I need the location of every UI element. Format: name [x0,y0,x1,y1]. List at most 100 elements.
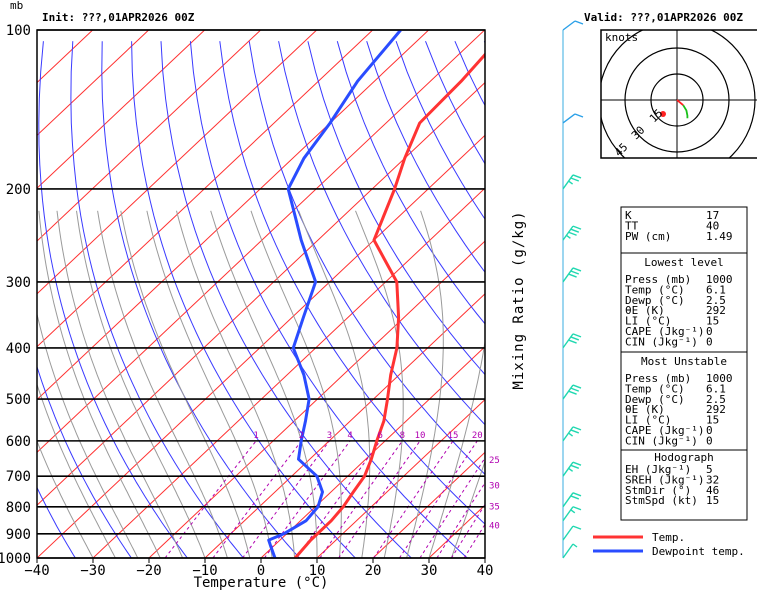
moist-adiabat-line [146,210,273,558]
moist-adiabat-line [37,311,139,558]
mixing-ratio-label: 8 [400,431,405,441]
temperature-tick-label: −30 [80,563,105,579]
mixing-ratio-line [164,440,257,558]
wind-barb-feather [568,390,577,395]
table-row-value: 40 [706,219,719,232]
wind-barb-feather [572,333,582,338]
wind-barb-feather [572,225,582,230]
isotherm-lines [37,30,485,558]
mixing-ratio-label: 6 [378,431,383,441]
dry-adiabat-line [131,41,357,558]
pressure-tick-label: 700 [6,469,31,485]
table-row-label: StmSpd (kt) [625,494,698,507]
isotherm-line [372,451,485,558]
dry-adiabats [37,40,485,558]
wind-barb [562,225,582,241]
table-row-label: SREH (Jkg⁻¹) [625,473,704,486]
isotherm-line [37,134,485,558]
isotherm-line [37,30,150,137]
mixing-ratio-label: 2 [299,431,304,441]
moist-adiabat-line [37,439,94,558]
table-row-label: CIN (Jkg⁻¹) [625,434,698,447]
isotherm-line [260,345,485,558]
mixing-ratio-line [319,440,403,558]
mixing-ratio-label: 20 [472,431,483,441]
x-axis-label: Temperature (°C) [194,575,329,591]
isotherm-line [37,30,374,348]
temperature-tick-label: −20 [136,563,161,579]
table-row-value: 15 [706,494,719,507]
moist-adiabat-line [450,459,485,558]
table-row-value: 0 [706,434,713,447]
wind-barb [562,426,582,442]
wind-barb-staff [562,384,574,400]
mixing-ratio-axis-label: Mixing Ratio (g/kg) [511,210,527,389]
table-row-value: 1.49 [706,230,733,243]
lowest-level-title: Lowest level [644,256,723,269]
mixing-ratio-labels: 1 2 3 4 6 8 10 15 20 25 30 35 40 [253,431,499,532]
pressure-tick-label: 800 [6,500,31,516]
moist-adiabat-line [120,210,251,558]
wind-barb-staff [562,543,574,559]
hodograph-frame [600,29,757,159]
temperature-axis: −40 −30 −20 −10 0 10 20 30 40 [24,558,493,579]
mixing-ratio-line [263,440,351,558]
dry-adiabat-line [248,41,485,476]
table-row-label: StmDir (°) [625,484,691,497]
isotherm-line [37,30,430,401]
wind-barb-feather [568,467,574,472]
pressure-tick-label: 900 [6,527,31,543]
wind-barb-staff [562,426,574,442]
wind-barb-feather [570,429,580,434]
moist-adiabat-line [38,210,161,558]
hodograph-trace-low [676,99,684,106]
dry-adiabat-line [336,41,485,325]
table-row-label: EH (Jkg⁻¹) [625,463,691,476]
temperature-tick-label: 30 [421,563,438,579]
wind-barb-feather [572,492,582,497]
wind-barb-feather [565,234,571,239]
table-row-value: 17 [706,209,719,222]
hodograph-title: Hodograph [654,451,714,464]
table-row-value: 2.5 [706,294,726,307]
moist-adiabat-line [355,210,404,558]
mixing-ratio-label: 30 [489,481,500,491]
pressure-tick-label: 600 [6,434,31,450]
mixing-ratio-line [212,440,302,558]
table-row-value: 0 [706,335,713,348]
table-row-label: θE (K) [625,403,665,416]
hodograph-units: knots [605,31,638,44]
table-row-label: Press (mb) [625,372,691,385]
wind-barb-staff [562,113,576,124]
wind-barb [562,384,582,400]
mixing-ratio-label: 10 [415,431,426,441]
isotherm-line [37,30,262,242]
mixing-ratio-label: 1 [253,431,258,441]
table-row-label: Press (mb) [625,273,691,286]
isotherm-line [37,30,206,189]
legend-dew-label: Dewpoint temp. [652,545,745,558]
table-row-value: 5 [706,463,713,476]
wind-barb-staff [562,333,574,349]
table-row-value: 0 [706,424,713,437]
moist-adiabat-line [406,210,444,558]
wind-barb-feather [568,231,577,236]
mixing-ratio-label: 40 [489,522,500,532]
valid-time-label: Valid: ???,01APR2026 00Z [584,11,743,24]
moist-adiabat-line [250,210,342,558]
temperature-profile-line [294,52,485,558]
isotherm-line [37,81,485,506]
dry-adiabat-line [37,486,76,558]
wind-barb-feather [570,464,580,469]
isotherm-line [148,240,485,558]
wind-barb-feather [574,113,584,118]
table-row-value: 15 [706,414,719,427]
moist-adiabat-line [37,382,116,558]
dry-adiabat-line [366,41,485,273]
table-row-label: Temp (°C) [625,283,685,296]
isotherm-line [37,30,318,295]
hodograph-trace [660,99,689,119]
table-row-value: 6.1 [706,283,726,296]
table-row-label: K [625,209,632,222]
wind-barb-staff [562,461,574,477]
